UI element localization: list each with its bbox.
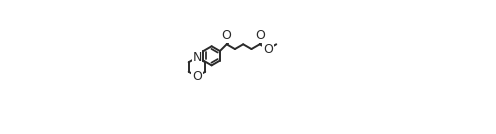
Text: O: O	[222, 29, 232, 42]
Text: O: O	[192, 70, 202, 83]
Text: O: O	[255, 29, 265, 42]
Text: O: O	[263, 43, 273, 56]
Text: N: N	[192, 51, 202, 64]
